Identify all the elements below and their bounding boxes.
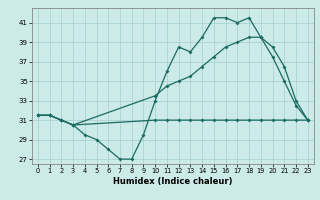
X-axis label: Humidex (Indice chaleur): Humidex (Indice chaleur) xyxy=(113,177,233,186)
